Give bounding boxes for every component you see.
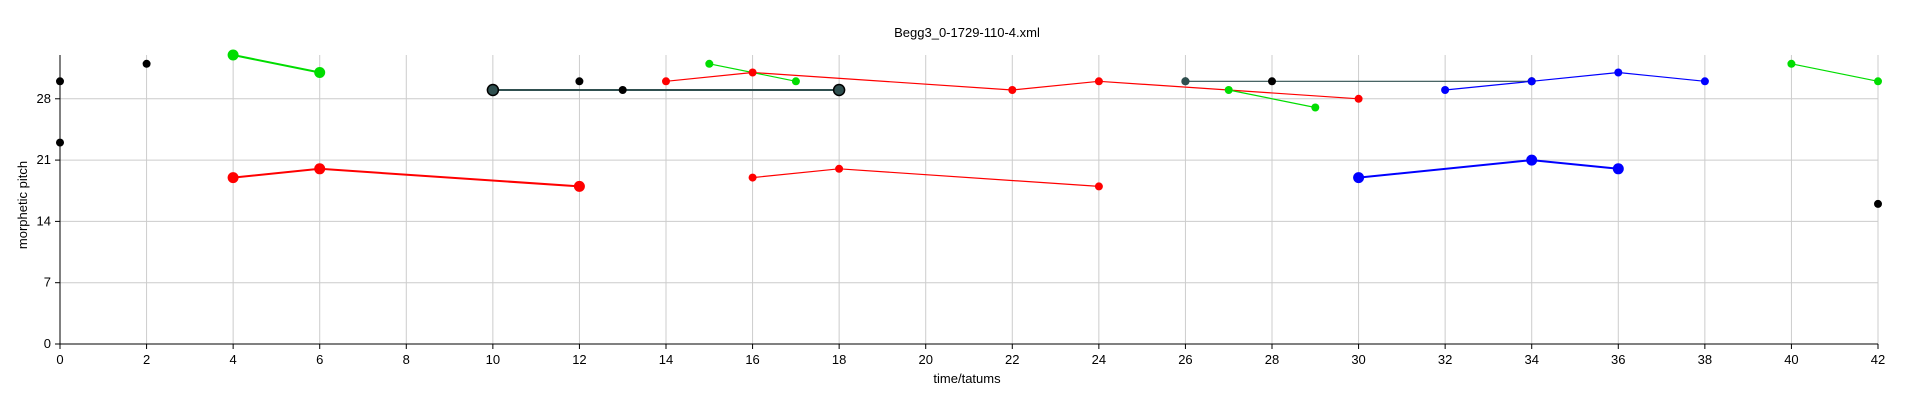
- data-point: [1441, 86, 1450, 94]
- data-point: [486, 83, 500, 97]
- x-tick-label: 12: [572, 352, 586, 367]
- data-point: [835, 164, 844, 173]
- data-point: [1526, 154, 1538, 166]
- x-tick-label: 14: [659, 352, 673, 367]
- data-point: [662, 77, 670, 86]
- data-point: [1268, 77, 1276, 86]
- x-tick-labels: 0 2 4 6 8 10 12 14 16 18 20 22 24 26 28 30 32 34 36 38 40 42: [56, 352, 1885, 367]
- x-tick-label: 38: [1698, 352, 1712, 367]
- y-tick-label: 28: [37, 91, 51, 106]
- data-point: [748, 68, 757, 77]
- data-point: [748, 173, 757, 182]
- data-point: [56, 138, 64, 147]
- x-tick-label: 36: [1611, 352, 1625, 367]
- data-point: [1787, 59, 1796, 68]
- x-tick-label: 20: [918, 352, 932, 367]
- x-tick-label: 6: [316, 352, 323, 367]
- series-line: [232, 54, 320, 74]
- data-point: [1874, 77, 1882, 86]
- data-point: [1224, 86, 1233, 94]
- x-tick-label: 34: [1524, 352, 1538, 367]
- x-tick-label: 24: [1092, 352, 1106, 367]
- y-tick-labels: 0 7 14 21 28: [37, 91, 51, 351]
- x-tick-label: 16: [745, 352, 759, 367]
- x-tick-label: 8: [403, 352, 410, 367]
- x-tick-label: 26: [1178, 352, 1192, 367]
- series-line: [1445, 71, 1705, 91]
- data-point: [1614, 68, 1623, 77]
- data-point: [1353, 172, 1365, 184]
- data-point: [1700, 77, 1709, 86]
- series-line: [1228, 89, 1316, 109]
- grid: [59, 55, 1879, 345]
- data-point: [573, 180, 585, 192]
- x-tick-label: 40: [1784, 352, 1798, 367]
- x-tick-label: 28: [1265, 352, 1279, 367]
- y-tick-label: 14: [37, 213, 51, 228]
- x-tick-label: 10: [486, 352, 500, 367]
- data-point: [1181, 77, 1190, 86]
- x-tick-label: 42: [1871, 352, 1885, 367]
- data-point: [314, 67, 326, 78]
- data-point: [575, 77, 584, 86]
- x-tick-label: 22: [1005, 352, 1019, 367]
- y-axis-label: morphetic pitch: [15, 161, 30, 249]
- x-tick-label: 18: [832, 352, 846, 367]
- x-tick-label: 4: [230, 352, 237, 367]
- data-point: [227, 49, 239, 61]
- data-point: [618, 86, 627, 94]
- y-tick-label: 21: [37, 152, 51, 167]
- data-point: [791, 77, 800, 86]
- data-points: [56, 49, 1882, 208]
- series-line: [1358, 159, 1619, 179]
- data-point: [1612, 163, 1624, 175]
- x-tick-label: 32: [1438, 352, 1452, 367]
- data-point: [832, 83, 846, 97]
- y-tick-label: 0: [44, 336, 51, 351]
- data-point: [1354, 94, 1363, 103]
- series-lines: [232, 54, 1879, 188]
- data-point: [1311, 103, 1320, 112]
- chart-title: Begg3_0-1729-110-4.xml: [894, 25, 1040, 40]
- data-point: [705, 59, 714, 68]
- data-point: [1527, 77, 1536, 86]
- data-point: [227, 172, 239, 184]
- x-tick-label: 0: [56, 352, 63, 367]
- data-point: [1094, 182, 1103, 191]
- data-point: [142, 59, 151, 68]
- x-axis-label: time/tatums: [933, 371, 1001, 386]
- series-line: [1791, 63, 1879, 82]
- data-point: [314, 163, 326, 175]
- axes: [55, 55, 1879, 349]
- data-point: [1094, 77, 1103, 86]
- x-tick-label: 30: [1351, 352, 1365, 367]
- y-tick-label: 7: [44, 275, 51, 290]
- data-point: [56, 77, 64, 86]
- data-point: [1874, 199, 1882, 208]
- x-tick-label: 2: [143, 352, 150, 367]
- data-point: [1008, 86, 1017, 94]
